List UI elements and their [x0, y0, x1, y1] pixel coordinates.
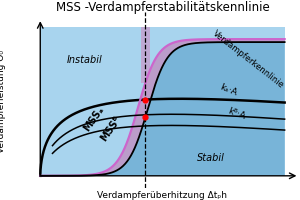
Polygon shape	[40, 39, 285, 176]
Polygon shape	[40, 39, 285, 176]
Polygon shape	[141, 27, 150, 83]
Text: MSSᴮ: MSSᴮ	[99, 114, 123, 143]
Text: Stabil: Stabil	[197, 153, 225, 163]
Text: Instabil: Instabil	[66, 55, 102, 65]
Text: kₐ·A: kₐ·A	[219, 82, 238, 97]
Text: MSSₐ: MSSₐ	[82, 105, 106, 134]
Text: Verdampferleistung Ө₀: Verdampferleistung Ө₀	[0, 50, 6, 153]
Text: Verdampferüberhitzung Δtₚh: Verdampferüberhitzung Δtₚh	[98, 191, 227, 200]
Text: kᴮ·A: kᴮ·A	[226, 106, 246, 121]
Text: MSS -Verdampferstabilitätskennlinie: MSS -Verdampferstabilitätskennlinie	[56, 1, 269, 14]
Text: Verdampferkennlinie: Verdampferkennlinie	[211, 29, 286, 91]
Bar	[40, 27, 285, 176]
